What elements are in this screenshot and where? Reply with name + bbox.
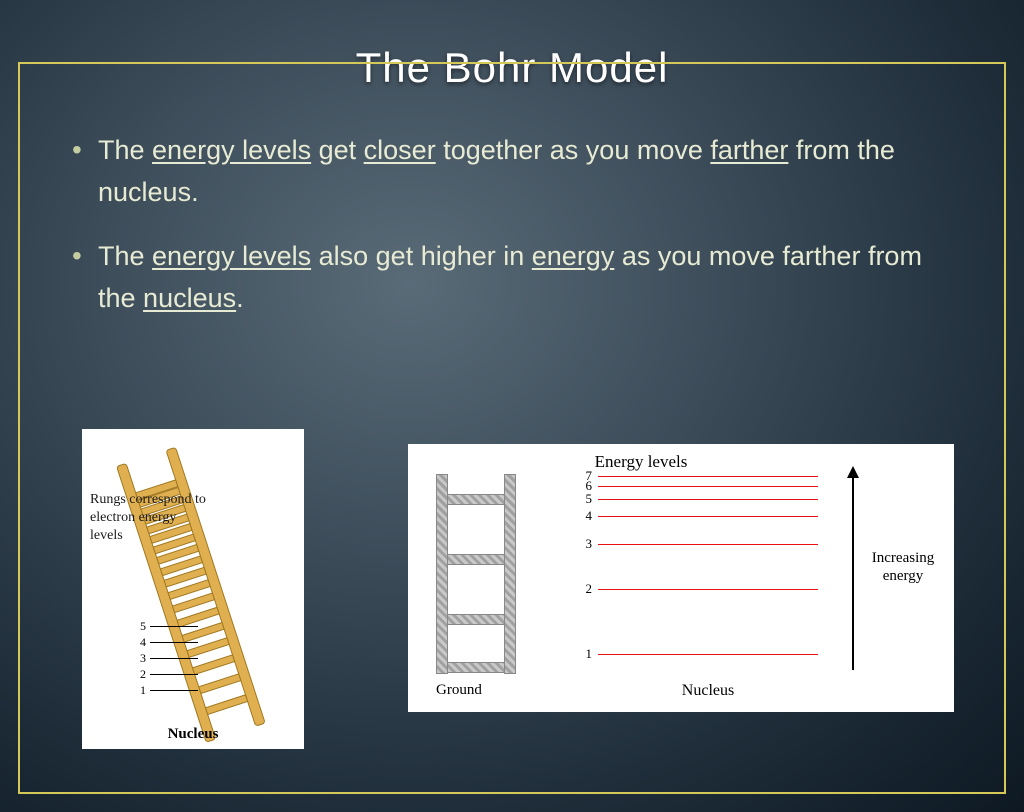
fig2-ground-label: Ground [436, 682, 482, 699]
energy-level-number: 3 [574, 536, 592, 552]
energy-level-line [598, 476, 818, 477]
ladder-svg [82, 429, 304, 749]
pointer-line [150, 642, 198, 643]
bullet-2: The energy levels also get higher in ene… [70, 236, 954, 320]
energy-level-number: 2 [574, 581, 592, 597]
t: energy [532, 241, 615, 271]
fig2-nucleus-label: Nucleus [608, 682, 808, 700]
ladder-rung [447, 494, 505, 505]
rung-number: 1 [140, 683, 146, 698]
t: energy levels [152, 241, 311, 271]
t: farther [710, 135, 788, 165]
ladder-rung [447, 614, 505, 625]
t: energy levels [152, 135, 311, 165]
t: also get higher in [311, 241, 532, 271]
ladder-rung [447, 554, 505, 565]
t: get [311, 135, 364, 165]
energy-level-line [598, 486, 818, 487]
energy-level-line [598, 544, 818, 545]
ladder-rung [447, 662, 505, 673]
energy-level-number: 1 [574, 646, 592, 662]
bullet-1: The energy levels get closer together as… [70, 130, 954, 214]
t: The [98, 241, 152, 271]
energy-level-line [598, 589, 818, 590]
fig2-arrow-label: Increasing energy [862, 549, 944, 585]
pointer-line [150, 674, 198, 675]
rung-number: 2 [140, 667, 146, 682]
arrow-line [852, 474, 854, 670]
energy-level-line [598, 516, 818, 517]
energy-level-line [598, 654, 818, 655]
t: closer [364, 135, 436, 165]
rung-number: 3 [140, 651, 146, 666]
fig1-nucleus-label: Nucleus [82, 726, 304, 743]
pointer-line [150, 690, 198, 691]
figure-energy-levels: Energy levels Ground Nucleus 7654321 Inc… [408, 444, 954, 712]
rung-number: 5 [140, 619, 146, 634]
figure-ladder-leaning: Rungs correspond to electron energy leve… [82, 429, 304, 749]
rail [504, 474, 516, 674]
t: The [98, 135, 152, 165]
fig2-title: Energy levels [408, 452, 874, 472]
energy-level-number: 4 [574, 508, 592, 524]
arrow-head-icon [847, 466, 859, 478]
energy-level-number: 5 [574, 491, 592, 507]
t: nucleus [143, 283, 236, 313]
fig2-ladder [436, 474, 516, 674]
energy-level-line [598, 499, 818, 500]
pointer-line [150, 658, 198, 659]
t: . [236, 283, 244, 313]
pointer-line [150, 626, 198, 627]
rung-number: 4 [140, 635, 146, 650]
t: together as you move [436, 135, 711, 165]
fig1-caption: Rungs correspond to electron energy leve… [90, 491, 210, 546]
